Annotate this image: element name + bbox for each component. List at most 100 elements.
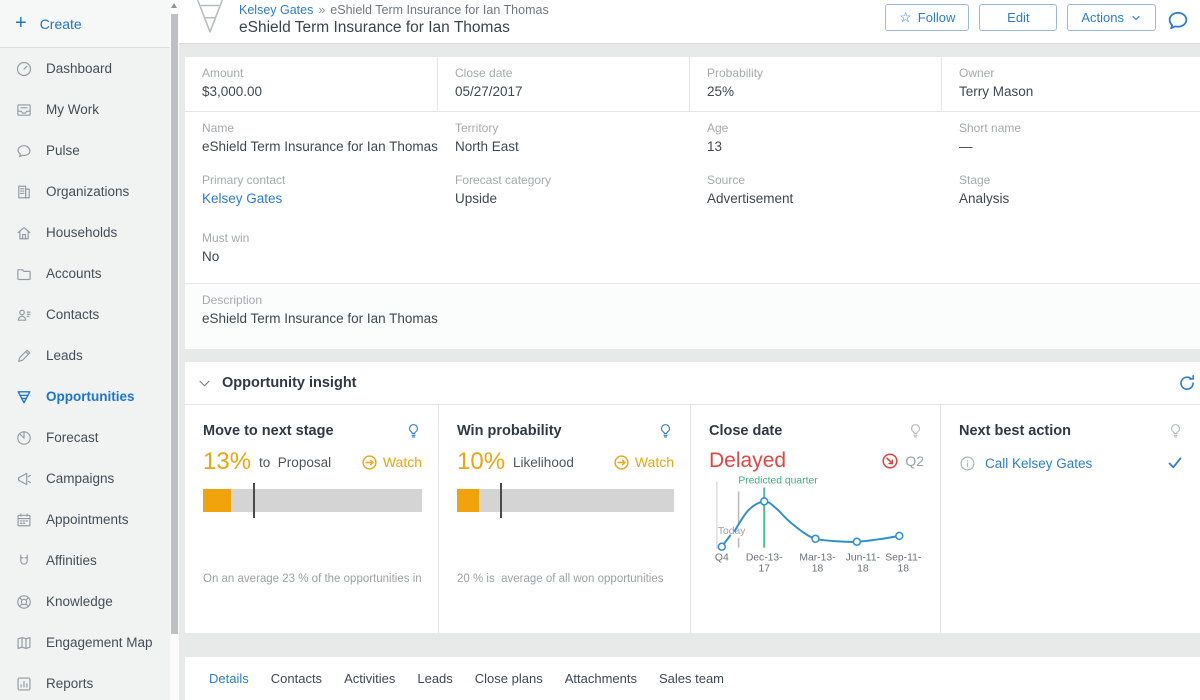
lightbulb-icon[interactable]: [657, 422, 674, 439]
scroll-up-arrow-icon[interactable]: [171, 3, 177, 8]
chevron-down-icon: [1132, 15, 1140, 20]
watch-button[interactable]: Watch: [361, 454, 422, 471]
primary-contact-link[interactable]: Kelsey Gates: [202, 191, 283, 206]
sidebar-item-appointments[interactable]: Appointments: [0, 499, 170, 540]
page-scrollbar[interactable]: [170, 0, 179, 700]
sidebar-item-label: Opportunities: [46, 389, 135, 404]
collapse-chevron-icon[interactable]: [197, 376, 212, 391]
watch-button[interactable]: Watch: [613, 454, 674, 471]
svg-text:18: 18: [897, 563, 909, 574]
sidebar-item-pulse[interactable]: Pulse: [0, 130, 170, 171]
sidebar-item-reports[interactable]: Reports: [0, 663, 170, 700]
sidebar-item-leads[interactable]: Leads: [0, 335, 170, 376]
chat-bubble-icon[interactable]: [1166, 9, 1190, 38]
quarter-label: Q2: [905, 452, 924, 469]
header-text: Kelsey Gates » eShield Term Insurance for …: [239, 0, 549, 43]
field-label: Amount: [202, 66, 244, 80]
sidebar-item-label: Households: [46, 225, 118, 240]
win-suffix: Likelihood: [513, 454, 574, 470]
scrollbar-thumb[interactable]: [171, 14, 178, 634]
field-stage: Stage Analysis: [942, 164, 1200, 222]
tab-activities[interactable]: Activities: [344, 671, 396, 686]
next-action-row: Call Kelsey Gates: [959, 454, 1184, 472]
refresh-icon[interactable]: [1177, 373, 1197, 393]
card-title: Close date: [709, 422, 783, 439]
field-value: Terry Mason: [959, 84, 1034, 99]
sidebar-item-affinities[interactable]: Affinities: [0, 540, 170, 581]
leads-icon: [18, 349, 31, 362]
field-value: North East: [455, 139, 519, 154]
sidebar-item-dashboard[interactable]: Dashboard: [0, 48, 170, 89]
sidebar-item-opportunities[interactable]: Opportunities: [0, 376, 170, 417]
tab-close-plans[interactable]: Close plans: [474, 671, 543, 686]
knowledge-icon: [17, 594, 31, 609]
breadcrumb-link[interactable]: Kelsey Gates: [239, 3, 314, 17]
insight-header: Opportunity insight: [185, 362, 1200, 405]
lightbulb-icon[interactable]: [1167, 422, 1184, 439]
reports-icon: [17, 676, 31, 691]
sidebar-item-label: Contacts: [46, 307, 100, 322]
field-description: Description eShield Term Insurance for I…: [185, 284, 1200, 326]
page-title: eShield Term Insurance for Ian Thomas: [239, 19, 510, 36]
actions-button[interactable]: Actions: [1067, 4, 1156, 31]
next-action-link[interactable]: Call Kelsey Gates: [985, 455, 1093, 471]
field-value: 05/27/2017: [455, 84, 523, 99]
sidebar-item-engagement-map[interactable]: Engagement Map: [0, 622, 170, 663]
fields-row-2: Name eShield Term Insurance for Ian Thom…: [185, 112, 1200, 164]
tab-contacts[interactable]: Contacts: [270, 671, 323, 686]
tab-leads[interactable]: Leads: [417, 671, 453, 686]
breadcrumb-current: eShield Term Insurance for Ian Thomas: [330, 3, 549, 17]
progress-fill: [457, 489, 479, 512]
field-amount: Amount $3,000.00: [185, 57, 438, 112]
field-primary-contact: Primary contact Kelsey Gates: [185, 164, 438, 222]
field-label: Short name: [959, 121, 1022, 135]
field-must-win: Must win No: [185, 222, 1200, 264]
sidebar-item-label: Forecast: [46, 430, 99, 445]
benchmark-tick: [253, 483, 256, 518]
insight-cards: Move to next stage 13% to Proposal Watch: [185, 405, 1200, 633]
organizations-icon: [18, 185, 30, 198]
svg-text:Today: Today: [718, 526, 746, 537]
sidebar-item-forecast[interactable]: Forecast: [0, 417, 170, 458]
tab-sales-team[interactable]: Sales team: [658, 671, 725, 686]
field-value: Upside: [455, 191, 498, 206]
watch-label: Watch: [382, 454, 422, 470]
sidebar-item-households[interactable]: Households: [0, 212, 170, 253]
follow-button[interactable]: ☆ Follow: [885, 4, 970, 31]
field-label: Age: [707, 121, 729, 135]
sidebar-item-label: My Work: [46, 102, 99, 117]
field-label: Name: [202, 121, 235, 135]
stage-suffix: to Proposal: [259, 454, 332, 470]
opportunity-insight-panel: Opportunity insight Move to next stage 1…: [185, 362, 1200, 633]
sidebar-item-organizations[interactable]: Organizations: [0, 171, 170, 212]
watch-label: Watch: [634, 454, 674, 470]
sidebar-item-label: Accounts: [46, 266, 102, 281]
sidebar-item-my-work[interactable]: My Work: [0, 89, 170, 130]
lightbulb-icon[interactable]: [405, 422, 422, 439]
sidebar-item-knowledge[interactable]: Knowledge: [0, 581, 170, 622]
close-date-status: Delayed: [709, 449, 787, 472]
sidebar-item-label: Appointments: [46, 512, 129, 527]
lightbulb-icon[interactable]: [907, 422, 924, 439]
benchmark-tick: [500, 483, 503, 518]
field-owner: Owner Terry Mason: [942, 57, 1200, 112]
field-label: Probability: [707, 66, 764, 80]
svg-text:Q4: Q4: [715, 552, 729, 563]
trend-down-icon: [882, 452, 898, 469]
sidebar-item-contacts[interactable]: Contacts: [0, 294, 170, 335]
check-icon[interactable]: [1166, 454, 1184, 472]
field-label: Close date: [455, 66, 513, 80]
tab-details[interactable]: Details: [209, 671, 249, 686]
sidebar-item-accounts[interactable]: Accounts: [0, 253, 170, 294]
star-icon: ☆: [899, 9, 912, 25]
tab-attachments[interactable]: Attachments: [564, 671, 637, 686]
edit-button[interactable]: Edit: [979, 4, 1058, 31]
appointments-icon: [17, 512, 31, 526]
close-date-chart: Today Predicted quarter Q4 Dec-13- 17 Mar-13-…: [709, 475, 924, 580]
progress-fill: [203, 489, 232, 512]
svg-text:Dec-13-: Dec-13-: [746, 552, 783, 563]
info-icon[interactable]: [959, 455, 976, 472]
create-button[interactable]: + Create: [0, 0, 170, 48]
sidebar-item-campaigns[interactable]: Campaigns: [0, 458, 170, 499]
